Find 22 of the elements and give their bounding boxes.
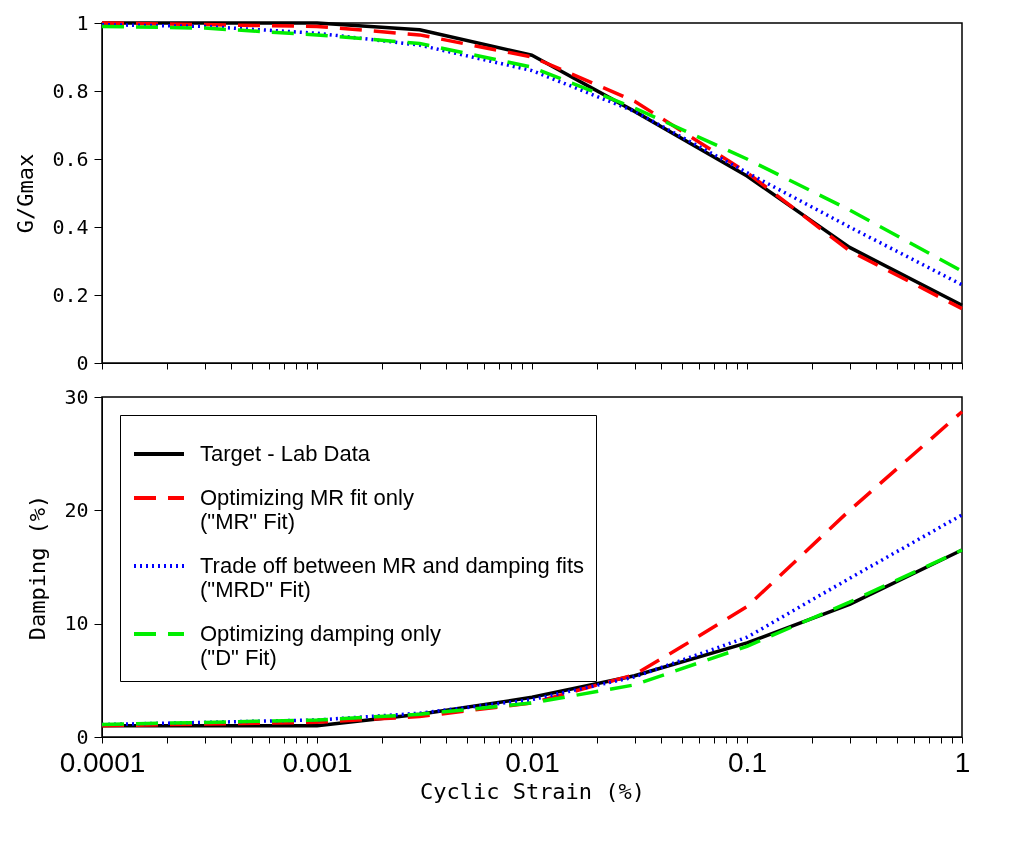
y-tick-label: 0.4 (52, 214, 89, 239)
legend-label: Optimizing damping only ("D" Fit) (200, 621, 441, 670)
x-tick-label: 1 (954, 746, 971, 778)
y-tick-label: 0 (76, 724, 89, 749)
y-axis-title: G/Gmax (13, 153, 39, 234)
y-tick-label: 0 (76, 350, 89, 375)
y-axis-title: Damping (%) (25, 494, 51, 641)
legend-label: Optimizing MR fit only ("MR" Fit) (200, 485, 414, 534)
legend-label: Target - Lab Data (200, 441, 371, 466)
y-tick-label: 10 (64, 611, 89, 636)
y-tick-label: 0.8 (52, 78, 89, 103)
legend-label: Trade off between MR and damping fits ("MRD" Fit) (200, 553, 584, 602)
x-axis-title: Cyclic Strain (%) (419, 778, 646, 804)
y-tick-label: 30 (64, 384, 89, 409)
y-tick-label: 20 (64, 497, 89, 522)
x-tick-label: 0.001 (282, 746, 353, 778)
y-tick-label: 1 (76, 10, 89, 35)
x-tick-label: 0.01 (505, 746, 560, 778)
y-tick-label: 0.2 (52, 282, 89, 307)
x-tick-label: 0.1 (728, 746, 767, 778)
y-tick-label: 0.6 (52, 146, 89, 171)
x-tick-label: 0.0001 (59, 746, 146, 778)
